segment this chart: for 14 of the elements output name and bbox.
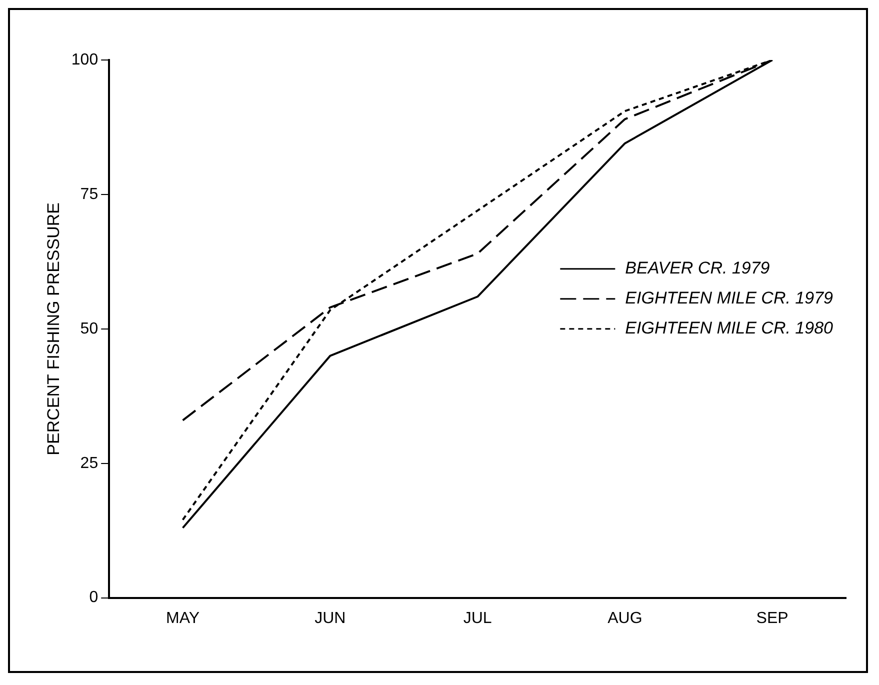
y-tick-label: 75 <box>80 186 98 203</box>
legend-label: EIGHTEEN MILE CR. 1979 <box>625 288 834 308</box>
y-tick-label: 0 <box>89 589 98 606</box>
x-tick-label: JUL <box>463 610 492 627</box>
legend-label: BEAVER CR. 1979 <box>625 258 770 278</box>
x-tick-label: JUN <box>314 610 346 627</box>
legend-label: EIGHTEEN MILE CR. 1980 <box>625 318 834 338</box>
y-tick-label: 100 <box>71 51 98 68</box>
y-tick-label: 25 <box>80 454 98 472</box>
y-axis-title: PERCENT FISHING PRESSURE <box>44 202 63 456</box>
x-tick-label: MAY <box>166 610 200 627</box>
x-tick-label: AUG <box>608 610 642 627</box>
x-tick-label: SEP <box>756 610 788 627</box>
y-tick-label: 50 <box>80 320 98 338</box>
